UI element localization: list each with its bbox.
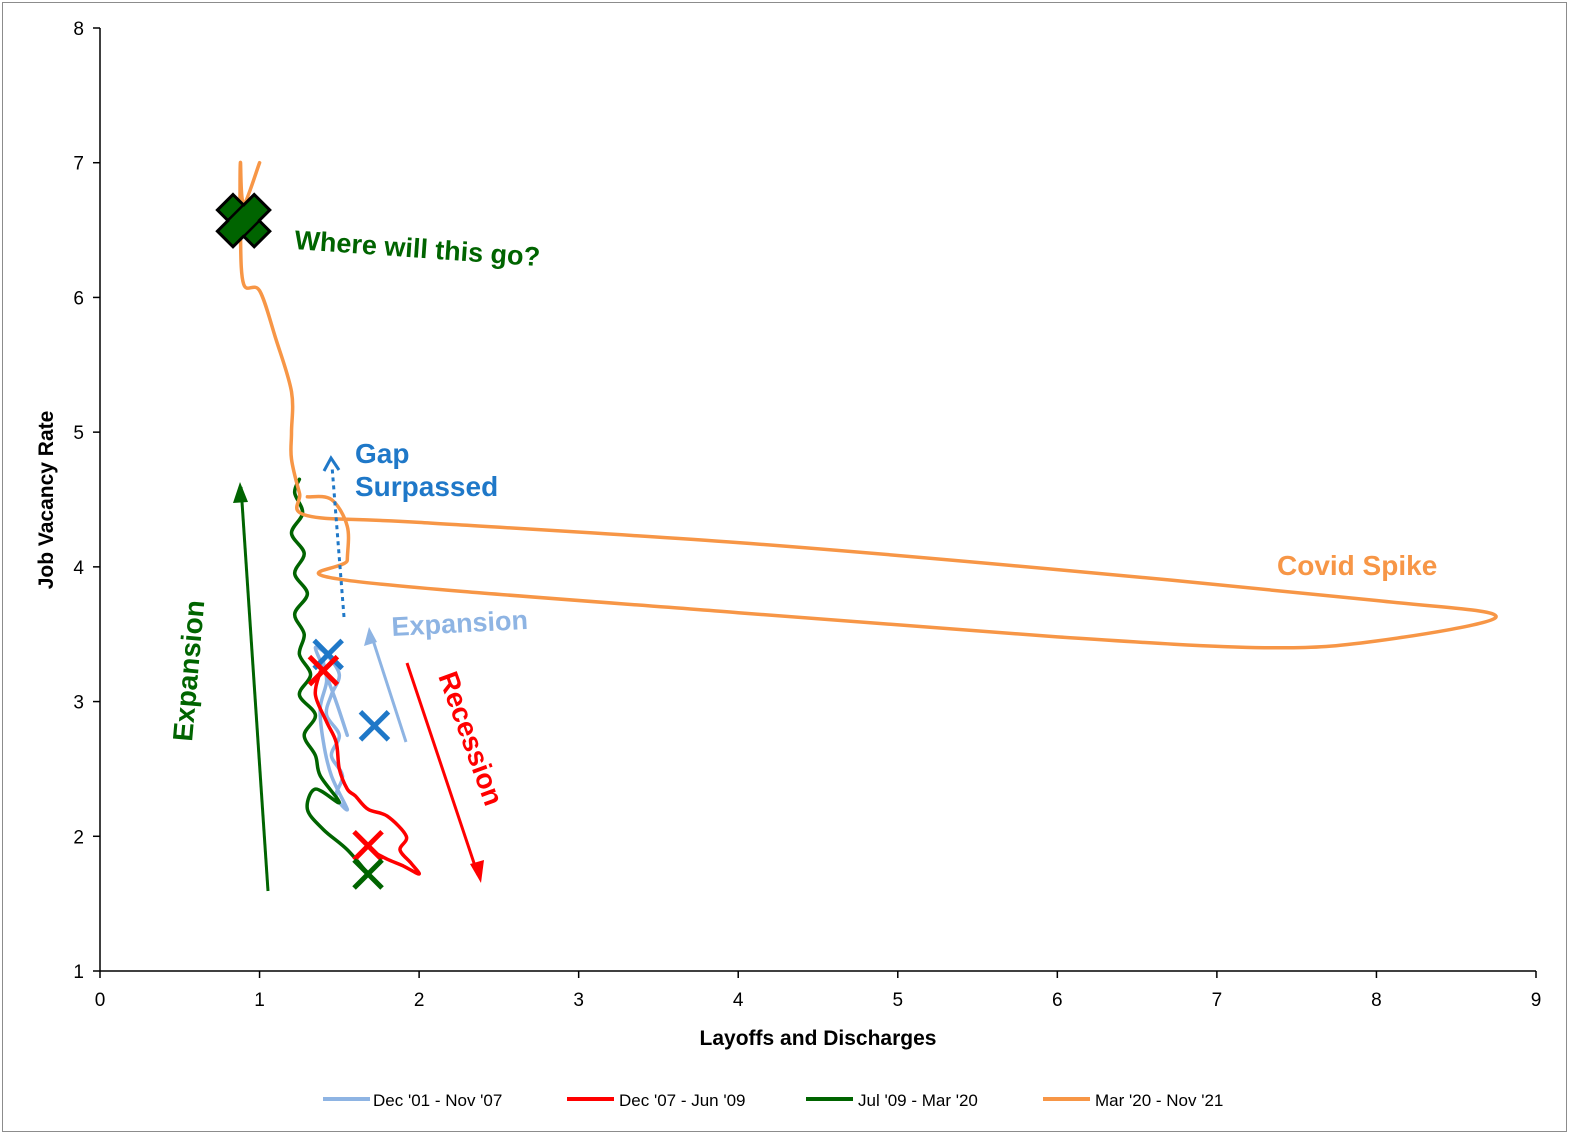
big-x-marker <box>215 192 272 249</box>
annotation-recession: Recession <box>432 667 509 809</box>
annotation-covid-spike: Covid Spike <box>1277 550 1437 581</box>
x-marker-stroke-2 <box>307 654 340 687</box>
x-marker <box>352 858 384 890</box>
x-marker-stroke-2 <box>352 829 384 862</box>
x-tick-label: 1 <box>254 990 265 1011</box>
annotation-where-will-this-go: Where will this go? <box>294 225 542 272</box>
legend-label-2: Dec '07 - Jun '09 <box>619 1091 746 1110</box>
x-marker <box>352 829 384 862</box>
legend-item-4: Mar '20 - Nov '21 <box>1043 1091 1223 1110</box>
legend-item-2: Dec '07 - Jun '09 <box>567 1091 746 1110</box>
lightblue-expansion-arrowhead <box>364 627 377 646</box>
recession-arrow <box>405 662 480 876</box>
y-tick-label: 1 <box>73 962 84 983</box>
annotation-gap: Gap <box>355 438 409 469</box>
y-ticks: 1 2 3 4 5 6 7 8 <box>73 19 100 983</box>
y-tick-label: 4 <box>73 558 84 579</box>
legend-label-3: Jul '09 - Mar '20 <box>858 1091 978 1110</box>
x-tick-label: 4 <box>733 990 744 1011</box>
x-tick-label: 2 <box>414 990 425 1011</box>
series-line-2009-2020 <box>289 477 370 876</box>
legend-item-1: Dec '01 - Nov '07 <box>323 1091 502 1110</box>
y-tick-label: 5 <box>73 423 84 444</box>
axes <box>99 28 1536 972</box>
x-marker-stroke-2 <box>352 858 384 890</box>
series-layer <box>238 160 1498 876</box>
series-line-2020-2021 <box>238 160 1498 650</box>
legend-item-3: Jul '09 - Mar '20 <box>806 1091 978 1110</box>
series-line-2007-2009 <box>313 670 422 876</box>
x-marker-stroke-2 <box>358 710 391 742</box>
x-ticks: 0 1 2 3 4 5 6 7 8 9 <box>95 971 1542 1011</box>
x-marker <box>307 654 340 687</box>
y-tick-label: 8 <box>73 19 84 40</box>
legend-label-4: Mar '20 - Nov '21 <box>1095 1091 1223 1110</box>
y-tick-label: 2 <box>73 827 84 848</box>
y-tick-label: 7 <box>73 154 84 175</box>
legend: Dec '01 - Nov '07 Dec '07 - Jun '09 Jul … <box>323 1091 1223 1110</box>
lightblue-expansion-arrow <box>369 633 408 743</box>
x-tick-label: 8 <box>1371 990 1382 1011</box>
green-expansion-arrow <box>239 486 270 892</box>
y-tick-label: 6 <box>73 288 84 309</box>
annotation-expansion-green: Expansion <box>167 599 210 743</box>
recession-arrowhead <box>470 860 484 883</box>
x-tick-label: 3 <box>573 990 584 1011</box>
x-tick-label: 5 <box>892 990 903 1011</box>
marker-layer <box>215 192 391 890</box>
annotation-surpassed: Surpassed <box>355 471 498 502</box>
x-tick-label: 0 <box>95 990 106 1011</box>
x-tick-label: 6 <box>1052 990 1063 1011</box>
x-tick-label: 7 <box>1212 990 1223 1011</box>
green-expansion-arrowhead <box>233 482 248 503</box>
annotation-arrows <box>233 455 484 892</box>
x-axis-title: Layoffs and Discharges <box>700 1027 937 1050</box>
legend-label-1: Dec '01 - Nov '07 <box>373 1091 502 1110</box>
gap-dotted-arrowhead <box>322 455 341 472</box>
x-tick-label: 9 <box>1531 990 1542 1011</box>
x-marker <box>358 710 391 742</box>
y-tick-label: 3 <box>73 693 84 714</box>
y-axis-title: Job Vacancy Rate <box>35 411 58 590</box>
annotation-expansion-lightblue: Expansion <box>391 605 529 642</box>
gap-dotted-arrow <box>330 465 346 618</box>
